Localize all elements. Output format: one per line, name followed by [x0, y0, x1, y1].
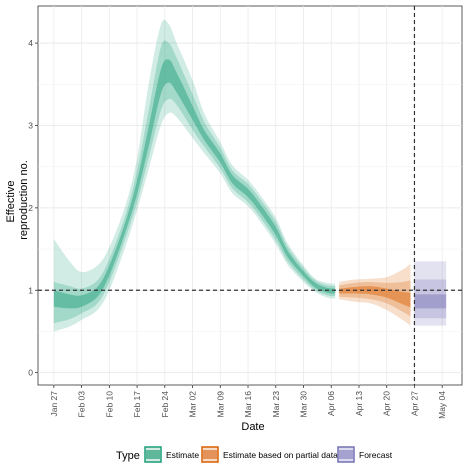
band-95-estimate [53, 19, 336, 332]
x-tick-label: Mar 23 [271, 391, 281, 418]
x-tick-label: Feb 24 [160, 391, 170, 418]
x-tick-label: Mar 02 [188, 391, 198, 418]
x-tick-label: Feb 03 [77, 391, 87, 418]
y-axis-title: Effective reproduction no. [5, 160, 30, 240]
axes: 0 1 2 3 4 Jan 27 Feb 03 Feb 10 Feb 17 Feb 24 Mar 0… [28, 38, 447, 419]
legend-swatch-partial-inner [203, 450, 217, 459]
legend-swatch-forecast-inner [339, 450, 353, 459]
x-tick-label: Apr 27 [409, 391, 419, 416]
legend-key-partial: Estimate based on partial data [201, 446, 338, 463]
x-tick-label: Apr 06 [326, 391, 336, 416]
legend-key-estimate: Estimate [144, 446, 199, 463]
x-tick-label: Jan 27 [49, 391, 59, 417]
y-axis-title-line-1: Effective [5, 181, 17, 223]
y-tick-label: 4 [28, 38, 33, 48]
legend-label-partial: Estimate based on partial data [223, 450, 338, 460]
x-tick-label: Feb 10 [104, 391, 114, 418]
plot-panel [37, 5, 463, 386]
x-tick-label: Apr 13 [354, 391, 364, 416]
band-95-forecast [414, 261, 447, 326]
x-tick-label: Apr 20 [382, 391, 392, 416]
band-90-forecast [414, 279, 447, 319]
x-tick-label: Mar 16 [243, 391, 253, 418]
legend-title: Type [116, 450, 140, 462]
x-tick-label: Mar 09 [215, 391, 225, 418]
x-axis-title: Date [241, 421, 264, 433]
band-90-estimate [53, 40, 336, 324]
band-90-partial [339, 280, 411, 317]
band-50-forecast [414, 294, 447, 309]
series-estimate [53, 19, 336, 332]
band-95-partial [339, 263, 411, 326]
y-tick-label: 2 [28, 203, 33, 213]
y-tick-label: 3 [28, 120, 33, 130]
legend: Type Estimate Estimate based on partial … [116, 446, 393, 463]
x-tick-label: Feb 17 [132, 391, 142, 418]
y-tick-label: 0 [28, 368, 33, 378]
plot-area [37, 5, 463, 386]
legend-key-forecast: Forecast [337, 446, 393, 463]
band-50-partial [339, 286, 411, 308]
legend-swatch-estimate-inner [146, 450, 160, 459]
y-axis-title-line-2: reproduction no. [18, 160, 30, 240]
x-tick-label: Mar 30 [298, 391, 308, 418]
series-partial [339, 263, 411, 326]
x-tick-label: May 04 [437, 391, 447, 419]
legend-label-estimate: Estimate [166, 450, 199, 460]
y-tick-label: 1 [28, 285, 33, 295]
legend-label-forecast: Forecast [359, 450, 393, 460]
series-forecast [414, 261, 447, 326]
